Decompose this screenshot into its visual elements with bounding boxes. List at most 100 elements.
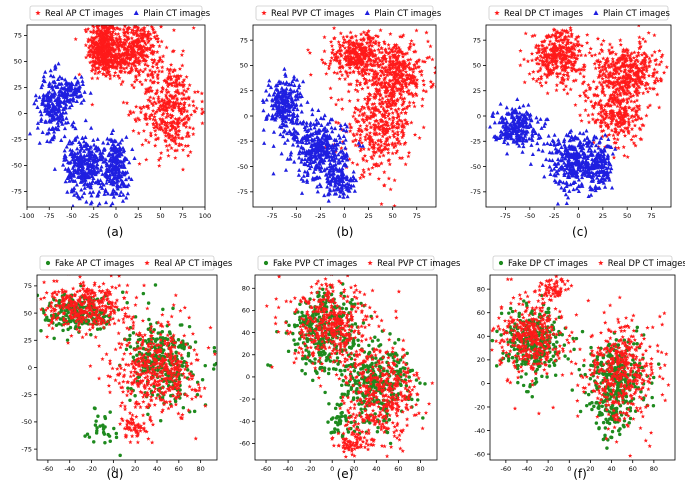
data-point xyxy=(593,53,597,57)
data-point xyxy=(647,73,651,77)
data-point xyxy=(314,118,318,122)
data-point xyxy=(267,78,271,82)
data-point xyxy=(587,51,591,55)
data-point xyxy=(340,73,344,77)
data-point xyxy=(522,57,526,61)
data-point xyxy=(164,45,168,49)
data-point xyxy=(283,72,287,76)
data-point xyxy=(339,31,343,35)
data-point xyxy=(154,133,158,137)
x-tick-label: -75 xyxy=(267,212,278,220)
data-point xyxy=(49,73,53,77)
data-point xyxy=(324,72,328,76)
data-point xyxy=(178,67,182,71)
data-point xyxy=(148,95,152,99)
data-point xyxy=(412,104,416,108)
data-point xyxy=(300,191,304,195)
data-point xyxy=(48,81,52,85)
data-point xyxy=(637,35,641,39)
data-point xyxy=(548,39,552,43)
data-point xyxy=(601,39,605,43)
data-point xyxy=(348,99,352,103)
data-point xyxy=(160,65,164,69)
data-point xyxy=(92,143,96,147)
data-point xyxy=(340,107,344,111)
data-point xyxy=(540,83,544,87)
data-point xyxy=(147,140,151,144)
data-point xyxy=(338,140,342,144)
data-point xyxy=(644,86,648,90)
data-point xyxy=(434,84,438,88)
data-point xyxy=(618,38,622,42)
data-point xyxy=(424,89,428,93)
y-tick-label: -25 xyxy=(237,138,248,146)
data-point xyxy=(411,100,415,104)
data-point xyxy=(352,170,356,174)
x-tick-label: 75 xyxy=(179,212,187,220)
y-tick-label: 50 xyxy=(240,62,248,70)
data-point xyxy=(422,83,426,87)
data-point xyxy=(300,110,304,114)
data-point xyxy=(186,153,190,157)
legend-label: Plain CT images xyxy=(374,8,441,18)
data-point xyxy=(562,87,566,91)
data-point xyxy=(184,75,188,79)
data-point xyxy=(161,54,165,58)
data-point xyxy=(662,70,666,74)
data-point xyxy=(333,126,337,130)
data-point xyxy=(386,43,390,47)
data-point xyxy=(200,107,204,111)
y-tick-label: -75 xyxy=(11,188,22,196)
data-point xyxy=(193,90,197,94)
data-point xyxy=(73,75,77,79)
data-point xyxy=(101,20,105,24)
series-plain-ct-images xyxy=(261,67,365,203)
data-point xyxy=(338,194,342,198)
data-point xyxy=(367,147,371,151)
data-point xyxy=(83,90,87,94)
y-tick-label: 50 xyxy=(14,58,22,66)
x-tick-label: 50 xyxy=(389,212,397,220)
data-point xyxy=(53,64,57,68)
data-point xyxy=(74,37,78,41)
data-point xyxy=(524,31,528,35)
data-point xyxy=(140,143,144,147)
data-point xyxy=(569,87,573,91)
data-point xyxy=(569,34,573,38)
data-point xyxy=(291,143,295,147)
data-point xyxy=(379,202,383,206)
x-tick-label: -50 xyxy=(66,212,77,220)
data-point xyxy=(351,174,355,178)
data-point xyxy=(28,132,32,136)
data-point xyxy=(613,76,617,80)
data-point xyxy=(409,120,413,124)
data-point xyxy=(93,71,97,75)
data-point xyxy=(80,79,84,83)
data-point xyxy=(420,104,424,108)
data-point xyxy=(345,34,349,38)
data-point xyxy=(47,127,51,131)
data-point xyxy=(288,156,292,160)
data-point xyxy=(433,71,437,75)
data-point xyxy=(200,121,204,125)
data-point xyxy=(284,87,288,91)
data-point xyxy=(372,72,376,76)
data-point xyxy=(157,44,161,48)
data-point xyxy=(393,178,397,182)
data-point xyxy=(629,138,633,142)
data-point xyxy=(156,81,160,85)
data-point xyxy=(75,99,79,103)
data-point xyxy=(419,73,423,77)
data-point xyxy=(121,199,125,203)
data-point xyxy=(96,137,100,141)
data-point xyxy=(352,110,356,114)
data-point xyxy=(173,156,177,160)
data-point xyxy=(527,72,531,76)
panel-label: (b) xyxy=(337,225,354,239)
data-point xyxy=(601,56,605,60)
data-point xyxy=(166,148,170,152)
data-point xyxy=(518,49,522,53)
data-point xyxy=(421,88,425,92)
x-tick-label: 100 xyxy=(199,212,211,220)
